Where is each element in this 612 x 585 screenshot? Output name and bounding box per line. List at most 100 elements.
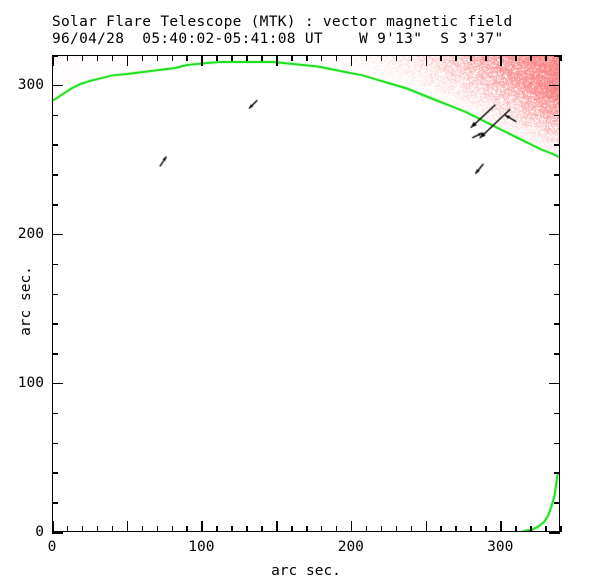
x-tick-0 — [52, 521, 54, 532]
y-tick-right-240 — [554, 174, 560, 176]
x-tick-top-160 — [291, 55, 293, 61]
y-tick-right-40 — [554, 472, 560, 474]
x-tick-label-0: 0 — [47, 539, 57, 555]
x-tick-top-250 — [425, 55, 428, 66]
x-axis-title: arc sec. — [271, 563, 341, 579]
x-tick-top-220 — [380, 55, 383, 61]
y-tick-20 — [52, 502, 58, 504]
x-tick-top-130 — [246, 55, 248, 61]
x-tick-top-30 — [96, 55, 99, 61]
x-tick-180 — [320, 526, 323, 532]
x-tick-120 — [231, 526, 233, 532]
magnetogram-canvas — [53, 56, 559, 531]
x-tick-300 — [500, 521, 502, 532]
y-axis-title: arc sec. — [18, 266, 34, 336]
x-tick-80 — [171, 526, 174, 532]
x-tick-50 — [126, 521, 129, 532]
x-tick-170 — [306, 526, 308, 532]
y-tick-right-100 — [549, 382, 560, 385]
y-tick-320 — [52, 55, 58, 57]
x-tick-top-260 — [440, 55, 442, 61]
x-tick-270 — [455, 526, 457, 532]
y-tick-80 — [52, 412, 58, 415]
y-tick-160 — [52, 293, 58, 295]
y-tick-right-180 — [554, 263, 560, 266]
x-tick-290 — [485, 526, 487, 532]
x-tick-200 — [350, 521, 353, 532]
y-tick-right-120 — [554, 353, 560, 355]
figure-title-line-2: 96/04/28 05:40:02-05:41:08 UT W 9'13" S … — [52, 31, 504, 47]
x-tick-110 — [216, 526, 218, 532]
x-tick-top-290 — [485, 55, 487, 61]
x-tick-label-300: 300 — [487, 539, 514, 555]
y-tick-right-220 — [554, 204, 560, 206]
x-tick-10 — [66, 526, 69, 532]
x-tick-230 — [395, 526, 398, 532]
y-tick-300 — [52, 84, 63, 87]
x-tick-60 — [141, 526, 144, 532]
x-tick-220 — [380, 526, 383, 532]
x-tick-top-0 — [52, 55, 54, 66]
x-tick-280 — [470, 526, 472, 532]
y-tick-260 — [52, 144, 58, 146]
x-tick-20 — [81, 526, 84, 532]
y-tick-right-160 — [554, 293, 560, 295]
x-tick-top-310 — [515, 55, 517, 61]
x-tick-top-180 — [320, 55, 323, 61]
x-tick-100 — [201, 521, 203, 532]
x-tick-30 — [96, 526, 99, 532]
x-tick-330 — [545, 526, 547, 532]
y-tick-right-320 — [554, 55, 560, 57]
figure-title-line-1: Solar Flare Telescope (MTK) : vector mag… — [52, 14, 513, 30]
y-tick-label-100: 100 — [17, 374, 44, 391]
x-tick-top-60 — [141, 55, 144, 61]
x-tick-top-10 — [66, 55, 69, 61]
x-tick-top-150 — [276, 55, 278, 66]
y-tick-right-300 — [549, 84, 560, 87]
y-tick-200 — [52, 233, 63, 236]
x-tick-top-140 — [261, 55, 263, 61]
y-tick-100 — [52, 382, 63, 385]
plot-area — [52, 55, 560, 532]
x-tick-130 — [246, 526, 248, 532]
y-tick-right-0 — [549, 532, 560, 534]
y-tick-280 — [52, 114, 58, 117]
y-tick-right-80 — [554, 412, 560, 415]
x-tick-250 — [425, 521, 428, 532]
x-tick-140 — [261, 526, 263, 532]
x-tick-top-20 — [81, 55, 84, 61]
x-tick-top-200 — [350, 55, 353, 66]
x-tick-top-280 — [470, 55, 472, 61]
y-tick-label-300: 300 — [17, 76, 44, 93]
x-tick-150 — [276, 521, 278, 532]
x-tick-210 — [365, 526, 368, 532]
x-tick-top-330 — [545, 55, 547, 61]
x-tick-top-110 — [216, 55, 218, 61]
y-tick-right-260 — [554, 144, 560, 146]
x-tick-top-90 — [186, 55, 188, 61]
y-tick-240 — [52, 174, 58, 176]
y-tick-60 — [52, 442, 58, 445]
x-tick-top-50 — [126, 55, 129, 66]
y-tick-140 — [52, 323, 58, 325]
x-tick-top-210 — [365, 55, 368, 61]
x-tick-190 — [335, 526, 338, 532]
x-tick-top-100 — [201, 55, 203, 66]
x-tick-top-70 — [156, 55, 159, 61]
y-tick-0 — [52, 532, 63, 534]
x-tick-top-340 — [560, 55, 562, 61]
x-tick-160 — [291, 526, 293, 532]
x-tick-90 — [186, 526, 188, 532]
x-tick-240 — [410, 526, 413, 532]
x-tick-label-100: 100 — [188, 539, 215, 555]
x-tick-top-320 — [530, 55, 532, 61]
y-tick-220 — [52, 204, 58, 206]
x-tick-320 — [530, 526, 532, 532]
x-tick-top-190 — [335, 55, 338, 61]
x-tick-top-170 — [306, 55, 308, 61]
x-tick-top-80 — [171, 55, 174, 61]
x-tick-340 — [560, 526, 562, 532]
x-tick-top-240 — [410, 55, 413, 61]
x-tick-top-230 — [395, 55, 398, 61]
